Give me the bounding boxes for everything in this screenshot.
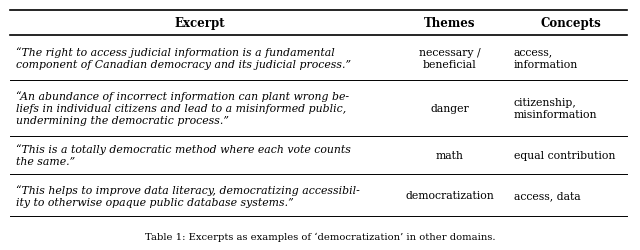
- Text: access,
information: access, information: [514, 47, 578, 69]
- Text: “The right to access judicial information is a fundamental
component of Canadian: “The right to access judicial informatio…: [16, 47, 351, 70]
- Text: access, data: access, data: [514, 190, 580, 200]
- Text: “This helps to improve data literacy, democratizing accessibil-
ity to otherwise: “This helps to improve data literacy, de…: [16, 184, 360, 207]
- Text: “This is a totally democratic method where each vote counts
the same.”: “This is a totally democratic method whe…: [16, 144, 351, 167]
- Text: “An abundance of incorrect information can plant wrong be-
liefs in individual c: “An abundance of incorrect information c…: [16, 91, 349, 126]
- Text: Excerpt: Excerpt: [175, 17, 225, 30]
- Text: Table 1: Excerpts as examples of ‘democratization’ in other domains.: Table 1: Excerpts as examples of ‘democr…: [145, 232, 495, 241]
- Text: equal contribution: equal contribution: [514, 150, 615, 160]
- Text: democratization: democratization: [405, 190, 494, 200]
- Text: math: math: [436, 150, 463, 160]
- Text: Concepts: Concepts: [541, 17, 602, 30]
- Text: danger: danger: [430, 104, 469, 113]
- Text: necessary /
beneficial: necessary / beneficial: [419, 47, 481, 69]
- Text: Themes: Themes: [424, 17, 476, 30]
- Text: citizenship,
misinformation: citizenship, misinformation: [514, 98, 597, 119]
